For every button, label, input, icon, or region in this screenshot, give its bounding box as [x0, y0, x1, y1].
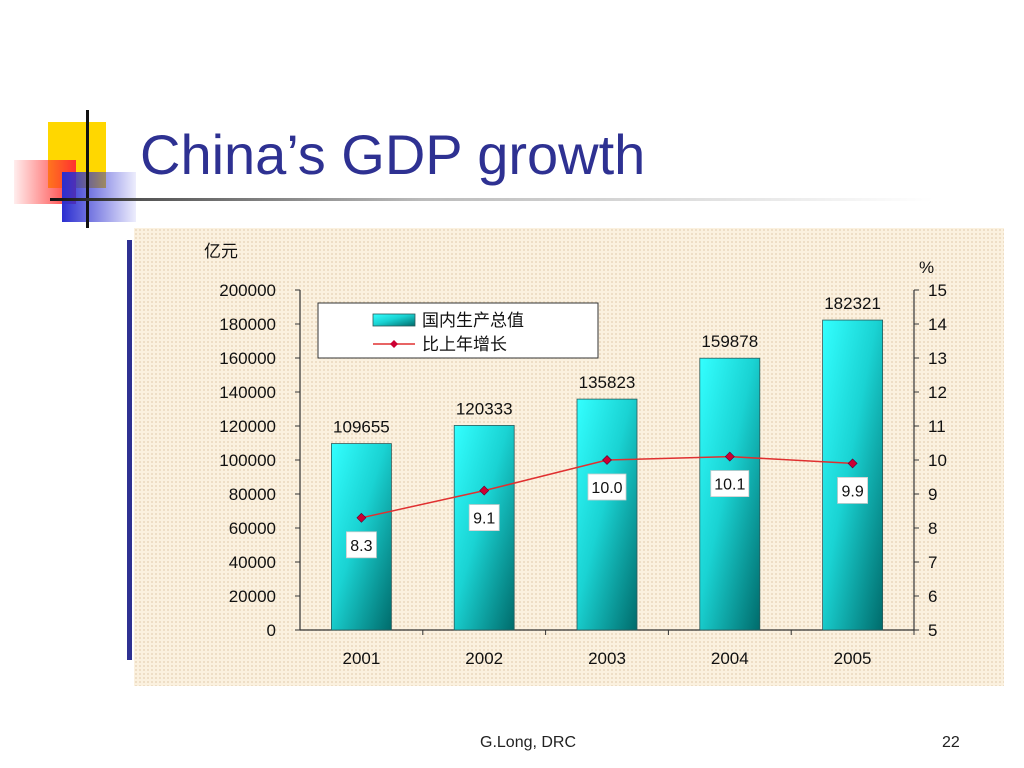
- y-tick-label: 0: [267, 621, 276, 640]
- x-tick-label: 2004: [711, 649, 749, 668]
- page-number: 22: [942, 734, 960, 751]
- bar-2004: [699, 357, 761, 631]
- y2-tick-label: 6: [928, 587, 937, 606]
- y-tick-label: 120000: [219, 417, 276, 436]
- title-underline: [50, 198, 980, 201]
- y2-tick-label: 13: [928, 349, 947, 368]
- y2-tick-label: 11: [928, 417, 946, 436]
- bar-2003: [576, 398, 638, 631]
- legend-swatch-marker: [390, 340, 398, 348]
- legend-box: [317, 302, 599, 359]
- growth-label-box: [345, 531, 377, 559]
- growth-label-box: [468, 504, 500, 532]
- growth-label-box: [710, 470, 750, 498]
- x-tick-label: 2003: [588, 649, 626, 668]
- bar-value-label: 109655: [333, 418, 390, 437]
- growth-marker: [479, 485, 490, 496]
- y-tick-label: 40000: [229, 553, 276, 572]
- x-tick-label: 2001: [342, 649, 380, 668]
- decor-vertical-line: [86, 110, 89, 228]
- decor-blue-square: [62, 172, 136, 222]
- footer-credit: G.Long, DRC: [480, 734, 577, 751]
- y2-axis-label: %: [919, 258, 934, 277]
- growth-marker: [847, 458, 858, 469]
- growth-label-box: [587, 473, 627, 501]
- bar-value-label: 135823: [579, 373, 636, 392]
- slide-title: China’s GDP growth: [140, 123, 646, 186]
- growth-value-label: 8.3: [350, 538, 372, 555]
- y-tick-label: 80000: [229, 485, 276, 504]
- y-tick-label: 100000: [219, 451, 276, 470]
- y-axis-label: 亿元: [204, 242, 238, 261]
- decor-left-bar: [127, 240, 132, 660]
- x-tick-label: 2005: [834, 649, 872, 668]
- y2-tick-label: 7: [928, 553, 937, 572]
- y2-tick-label: 10: [928, 451, 947, 470]
- growth-value-label: 10.1: [714, 477, 745, 494]
- x-tick-label: 2002: [465, 649, 503, 668]
- y-tick-label: 20000: [229, 587, 276, 606]
- growth-value-label: 9.9: [841, 483, 863, 500]
- y2-tick-label: 12: [928, 383, 947, 402]
- y-tick-label: 200000: [219, 281, 276, 300]
- y2-tick-label: 8: [928, 519, 937, 538]
- growth-marker: [724, 451, 735, 462]
- bar-value-label: 120333: [456, 399, 513, 418]
- y2-tick-label: 15: [928, 281, 947, 300]
- y-tick-label: 160000: [219, 349, 276, 368]
- y2-tick-label: 5: [928, 621, 937, 640]
- growth-marker: [602, 455, 612, 465]
- y2-tick-label: 14: [928, 315, 947, 334]
- chart-panel: 0 20000 40000 60000 80000 100000 120000 140000 1…: [134, 228, 1004, 686]
- bar-value-label: 182321: [824, 294, 881, 313]
- y-tick-label: 60000: [229, 519, 276, 538]
- growth-value-label: 10.0: [591, 480, 622, 497]
- y-tick-label: 180000: [219, 315, 276, 334]
- legend-swatch-bar: [372, 313, 416, 327]
- gdp-chart: 0 20000 40000 60000 80000 100000 120000 140000 1…: [204, 242, 947, 668]
- bar-2005: [822, 319, 883, 631]
- y2-tick-label: 9: [928, 485, 937, 504]
- growth-label-box: [837, 476, 868, 504]
- bar-value-label: 159878: [701, 332, 758, 351]
- legend-label-line: 比上年增长: [422, 335, 507, 354]
- y-tick-label: 140000: [219, 383, 276, 402]
- growth-marker: [356, 512, 367, 523]
- legend-label-bar: 国内生产总值: [422, 311, 524, 330]
- growth-value-label: 9.1: [473, 511, 495, 528]
